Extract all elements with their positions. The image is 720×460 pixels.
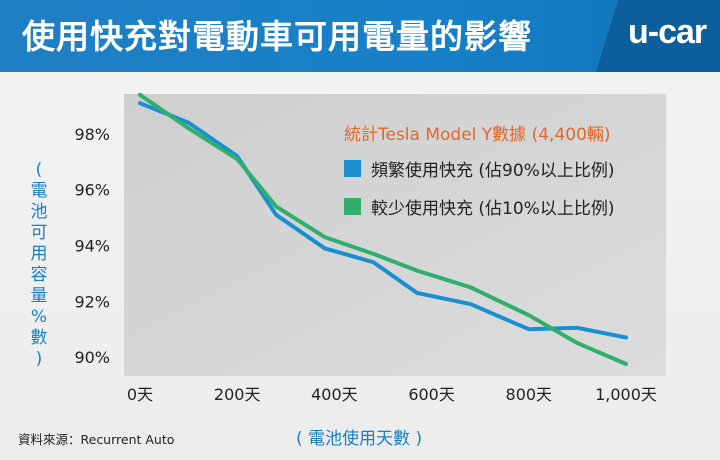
source-note: 資料來源：Recurrent Auto (18, 432, 175, 447)
series-layer (138, 92, 628, 366)
x-tick-label: 800天 (506, 385, 553, 404)
y-axis-label-char: 量 (30, 286, 48, 306)
y-axis-label-char: ) (35, 349, 43, 369)
x-tick-label: 0天 (127, 385, 153, 404)
brand-logo: u-car (628, 13, 707, 51)
legend-item-rare: 較少使用快充 (佔10%以上比例) (344, 194, 614, 219)
x-axis-ticks: 0天 200天 400天 600天 800天 1,000天 (127, 385, 657, 404)
x-axis-label: ( 電池使用天數 ) (296, 429, 423, 449)
y-tick-label: 98% (74, 125, 110, 144)
series-line-frequent-fast-charging (138, 101, 628, 340)
y-tick-label: 94% (74, 236, 110, 255)
y-axis-label-char: 可 (30, 223, 48, 243)
y-axis-label-char: 電 (30, 181, 48, 201)
y-tick-label: 90% (74, 348, 110, 367)
legend-item-frequent: 頻繁使用快充 (佔90%以上比例) (344, 156, 614, 181)
y-axis-label-char: 容 (30, 265, 48, 285)
y-axis-label-char: % (30, 307, 48, 327)
header-bar: 使用快充對電動車可用電量的影響 (0, 0, 720, 72)
x-tick-label: 400天 (311, 385, 358, 404)
y-axis-ticks: 90% 92% 94% 96% 98% (74, 125, 110, 367)
legend-label-frequent: 頻繁使用快充 (佔90%以上比例) (371, 161, 615, 181)
y-axis-label-char: 用 (30, 244, 48, 264)
legend-swatch-rare (344, 198, 361, 215)
y-tick-label: 92% (74, 292, 110, 311)
logo-background (596, 0, 720, 72)
y-axis-label-char: ( (35, 160, 43, 180)
y-axis-label-char: 池 (30, 202, 48, 222)
series-line-rare-fast-charging (138, 92, 628, 366)
y-axis-label-char: 數 (30, 328, 48, 348)
x-tick-label: 600天 (408, 385, 455, 404)
y-axis-label: (電池可用容量% 數) (24, 160, 54, 370)
x-tick-label: 200天 (214, 385, 261, 404)
legend-label-rare: 較少使用快充 (佔10%以上比例) (371, 199, 615, 219)
legend-title: 統計Tesla Model Y數據 (4,400輛) (344, 125, 611, 145)
page-title: 使用快充對電動車可用電量的影響 (22, 17, 532, 56)
x-tick-label: 1,000天 (595, 385, 657, 404)
legend-swatch-frequent (344, 160, 361, 177)
y-tick-label: 96% (74, 181, 110, 200)
